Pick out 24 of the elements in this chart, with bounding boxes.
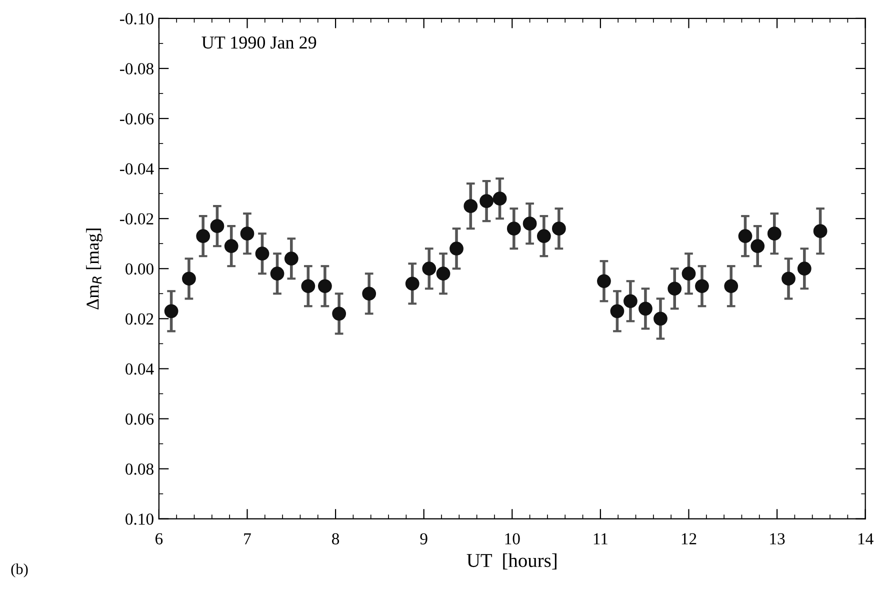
x-tick-label: 8 — [332, 533, 340, 544]
x-axis-title: UT [hours] — [466, 553, 556, 570]
x-tick-label: 9 — [420, 533, 428, 544]
y-axis-title: Δm$_{R}$ [mag] — [86, 228, 103, 310]
x-tick-label: 12 — [682, 533, 696, 544]
x-tick-label: 7 — [244, 533, 251, 544]
x-tick-label: 10 — [505, 533, 520, 544]
y-tick-label: 0.06 — [126, 413, 154, 425]
y-tick-label: 0.08 — [126, 463, 154, 475]
x-tick-label: 13 — [770, 533, 785, 544]
y-tick-label: -0.02 — [120, 213, 154, 225]
y-tick-label: -0.08 — [120, 63, 154, 74]
y-tick-label: 0.00 — [126, 263, 154, 275]
y-tick-label: 0.10 — [126, 514, 154, 525]
y-tick-label: -0.04 — [120, 163, 154, 175]
x-tick-label: 11 — [594, 533, 608, 544]
y-tick-label: 0.02 — [126, 313, 154, 325]
y-tick-label: 0.04 — [126, 363, 154, 375]
x-tick-label: 6 — [155, 533, 163, 544]
text: (b) — [11, 563, 28, 578]
annotation: UT 1990 Jan 29 — [202, 36, 316, 49]
y-tick-label: -0.06 — [120, 113, 154, 125]
x-tick-label: 14 — [858, 533, 874, 544]
y-tick-label: -0.10 — [120, 13, 154, 24]
